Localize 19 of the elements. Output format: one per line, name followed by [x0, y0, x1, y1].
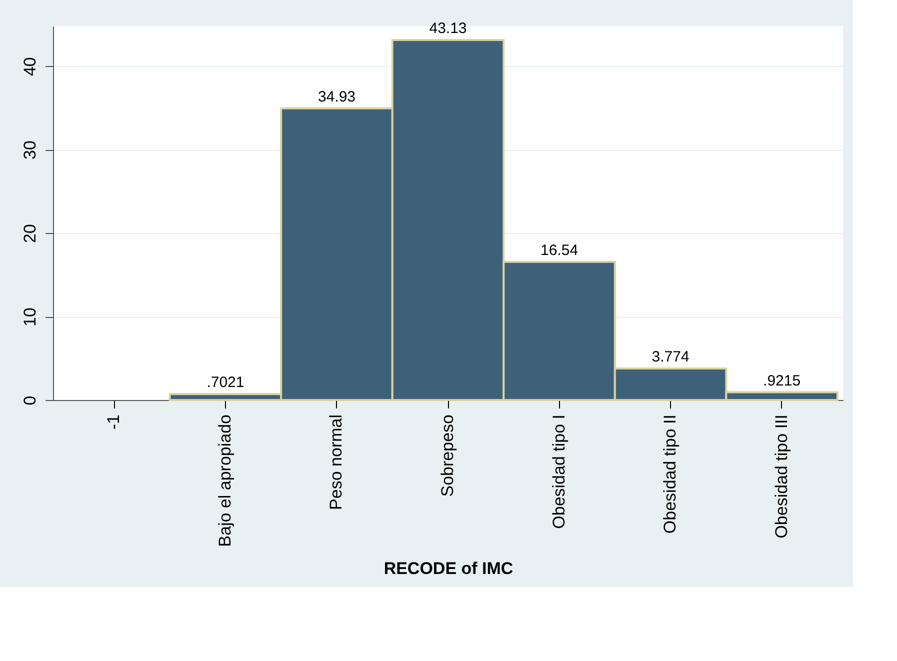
data-label: 3.774: [652, 348, 690, 366]
x-tick-label: Peso normal: [326, 414, 346, 510]
x-axis-title: RECODE of IMC: [384, 558, 514, 578]
y-tick-label: 10: [20, 308, 40, 326]
data-label: 43.13: [429, 20, 467, 37]
x-tick-label: Obesidad tipo I: [549, 414, 568, 529]
y-tick-label: 0: [20, 396, 40, 406]
x-tick-label: Sobrepeso: [438, 414, 457, 497]
data-label: .9215: [763, 372, 801, 390]
y-tick-label: 20: [20, 224, 40, 243]
x-tick-label: -1: [104, 414, 124, 430]
x-tick-label: Obesidad tipo III: [772, 414, 791, 538]
x-tick-label: Bajo el apropiado: [215, 414, 234, 547]
data-label: 34.93: [318, 88, 356, 106]
y-tick-label: 40: [20, 57, 40, 76]
x-tick-label: Obesidad tipo II: [660, 414, 680, 534]
data-label: .7021: [206, 374, 244, 392]
y-tick-label: 30: [20, 140, 40, 160]
data-label: 16.54: [540, 242, 578, 259]
